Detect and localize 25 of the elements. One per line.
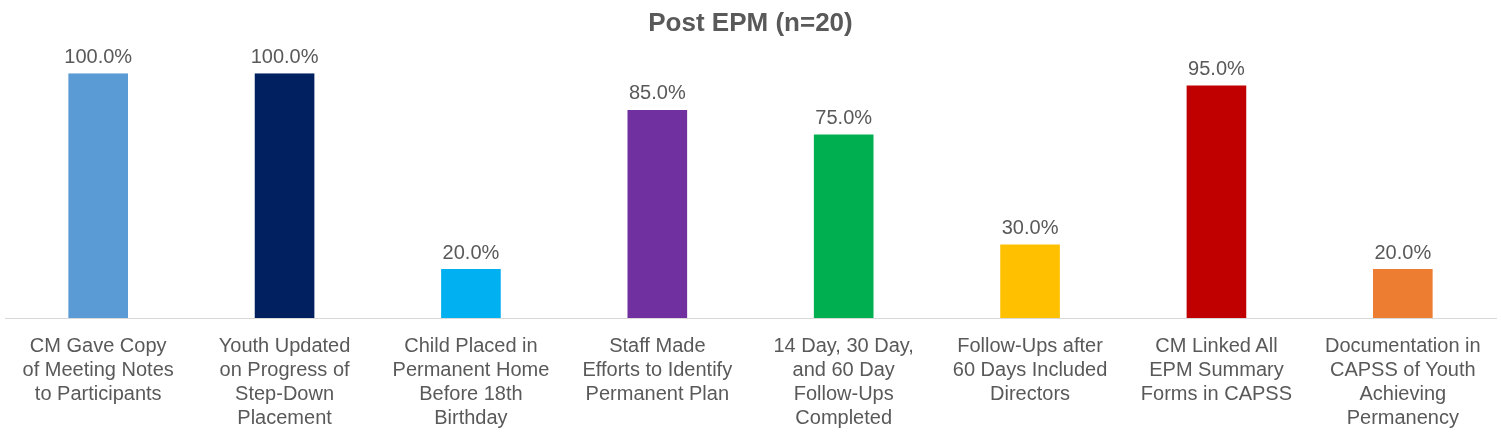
bar xyxy=(68,73,129,318)
x-tick-label: 14 Day, 30 Day, and 60 Day Follow-Ups Completed xyxy=(773,333,914,428)
x-tick-label: Child Placed in Permanent Home Before 18th Birthday xyxy=(392,333,550,428)
x-tick-label: Staff Made Efforts to Identify Permanent Plan xyxy=(582,333,733,404)
data-label: 75.0% xyxy=(815,105,873,128)
data-label: 20.0% xyxy=(442,240,500,263)
bar xyxy=(441,269,501,318)
chart-title: Post EPM (n=20) xyxy=(648,6,853,37)
bar xyxy=(1000,244,1060,318)
x-tick-label: Youth Updated on Progress of Step-Down Placement xyxy=(218,333,351,428)
x-tick-label: Documentation in CAPSS of Youth Achieving Permanency xyxy=(1324,333,1481,428)
data-label: 20.0% xyxy=(1374,240,1432,263)
x-tick-label: Follow-Ups after 60 Days Included Directors xyxy=(952,333,1108,404)
data-label: 100.0% xyxy=(250,44,319,67)
bar xyxy=(1372,269,1433,318)
x-tick-label: CM Gave Copy of Meeting Notes to Participants xyxy=(22,333,174,404)
bar xyxy=(254,73,315,318)
bar xyxy=(1186,85,1247,318)
x-tick-label: CM Linked All EPM Summary Forms in CAPSS xyxy=(1140,333,1293,404)
bar xyxy=(813,134,874,318)
data-label: 100.0% xyxy=(64,44,133,67)
data-label: 85.0% xyxy=(628,81,686,104)
data-label: 30.0% xyxy=(1001,216,1059,239)
bar xyxy=(627,109,688,318)
data-label: 95.0% xyxy=(1188,56,1245,79)
